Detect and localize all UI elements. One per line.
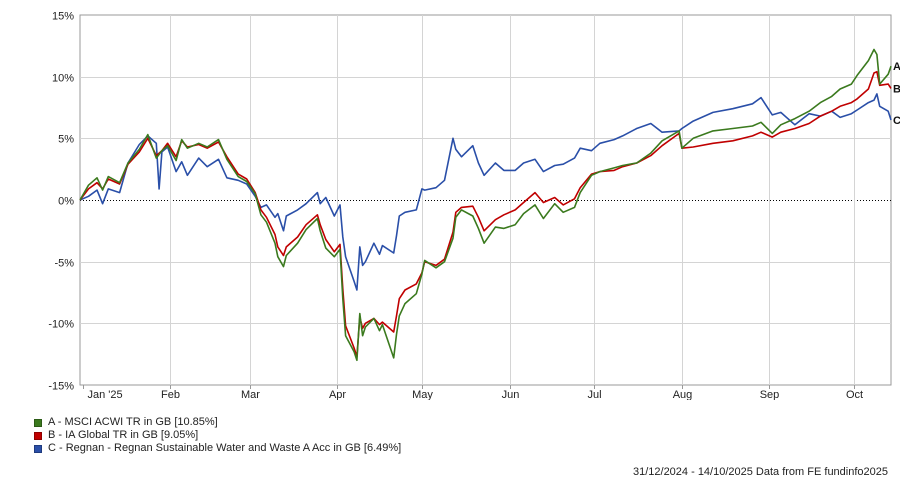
legend-item-b[interactable]: B - IA Global TR in GB [9.05%] [34,429,401,442]
y-tick-label: -15% [48,381,74,393]
x-tick-label: Jul [587,389,601,400]
legend-label-a: A - MSCI ACWI TR in GB [10.85%] [48,416,218,428]
x-tick-label: Jun [502,389,520,400]
grid [79,14,892,386]
series-line-c [79,93,892,291]
x-tick-label: Mar [241,389,260,400]
legend-swatch-c [34,444,42,453]
series-lines [79,48,892,362]
legend: A - MSCI ACWI TR in GB [10.85%] B - IA G… [34,416,401,455]
legend-item-c[interactable]: C - Regnan - Regnan Sustainable Water an… [34,442,401,455]
legend-label-c: C - Regnan - Regnan Sustainable Water an… [48,442,402,454]
series-line-a [79,48,892,362]
legend-swatch-a [34,418,42,427]
y-tick-label: -10% [48,319,74,331]
x-tick-label: Sep [760,389,780,400]
series-end-label-a: A [893,61,900,73]
series-end-label-b: B [893,83,900,95]
legend-label-b: B - IA Global TR in GB [9.05%] [48,429,199,441]
x-tick-label: Oct [846,389,863,400]
series-line-b [79,70,892,358]
end-labels: AB C [893,61,900,127]
legend-swatch-b [34,431,42,440]
x-tick-label: Apr [329,389,346,400]
axes: 15% 10% 5% 0% -5% -10% -15% Jan '25 Feb Mar Apr May… [48,11,863,401]
y-tick-label: -5% [54,258,74,270]
x-tick-label: Jan '25 [88,389,123,400]
y-tick-label: 15% [52,11,74,23]
x-tick-label: May [412,389,433,400]
y-tick-label: 0% [58,196,74,208]
y-tick-label: 10% [52,73,74,85]
series-end-label-c: C [893,115,900,127]
legend-item-a[interactable]: A - MSCI ACWI TR in GB [10.85%] [34,416,401,429]
x-tick-label: Feb [161,389,180,400]
y-tick-label: 5% [58,134,74,146]
x-tick-label: Aug [673,389,693,400]
data-source-footer: 31/12/2024 - 14/10/2025 Data from FE fun… [632,466,888,478]
performance-chart: 15% 10% 5% 0% -5% -10% -15% Jan '25 Feb Mar Apr May… [48,11,900,401]
